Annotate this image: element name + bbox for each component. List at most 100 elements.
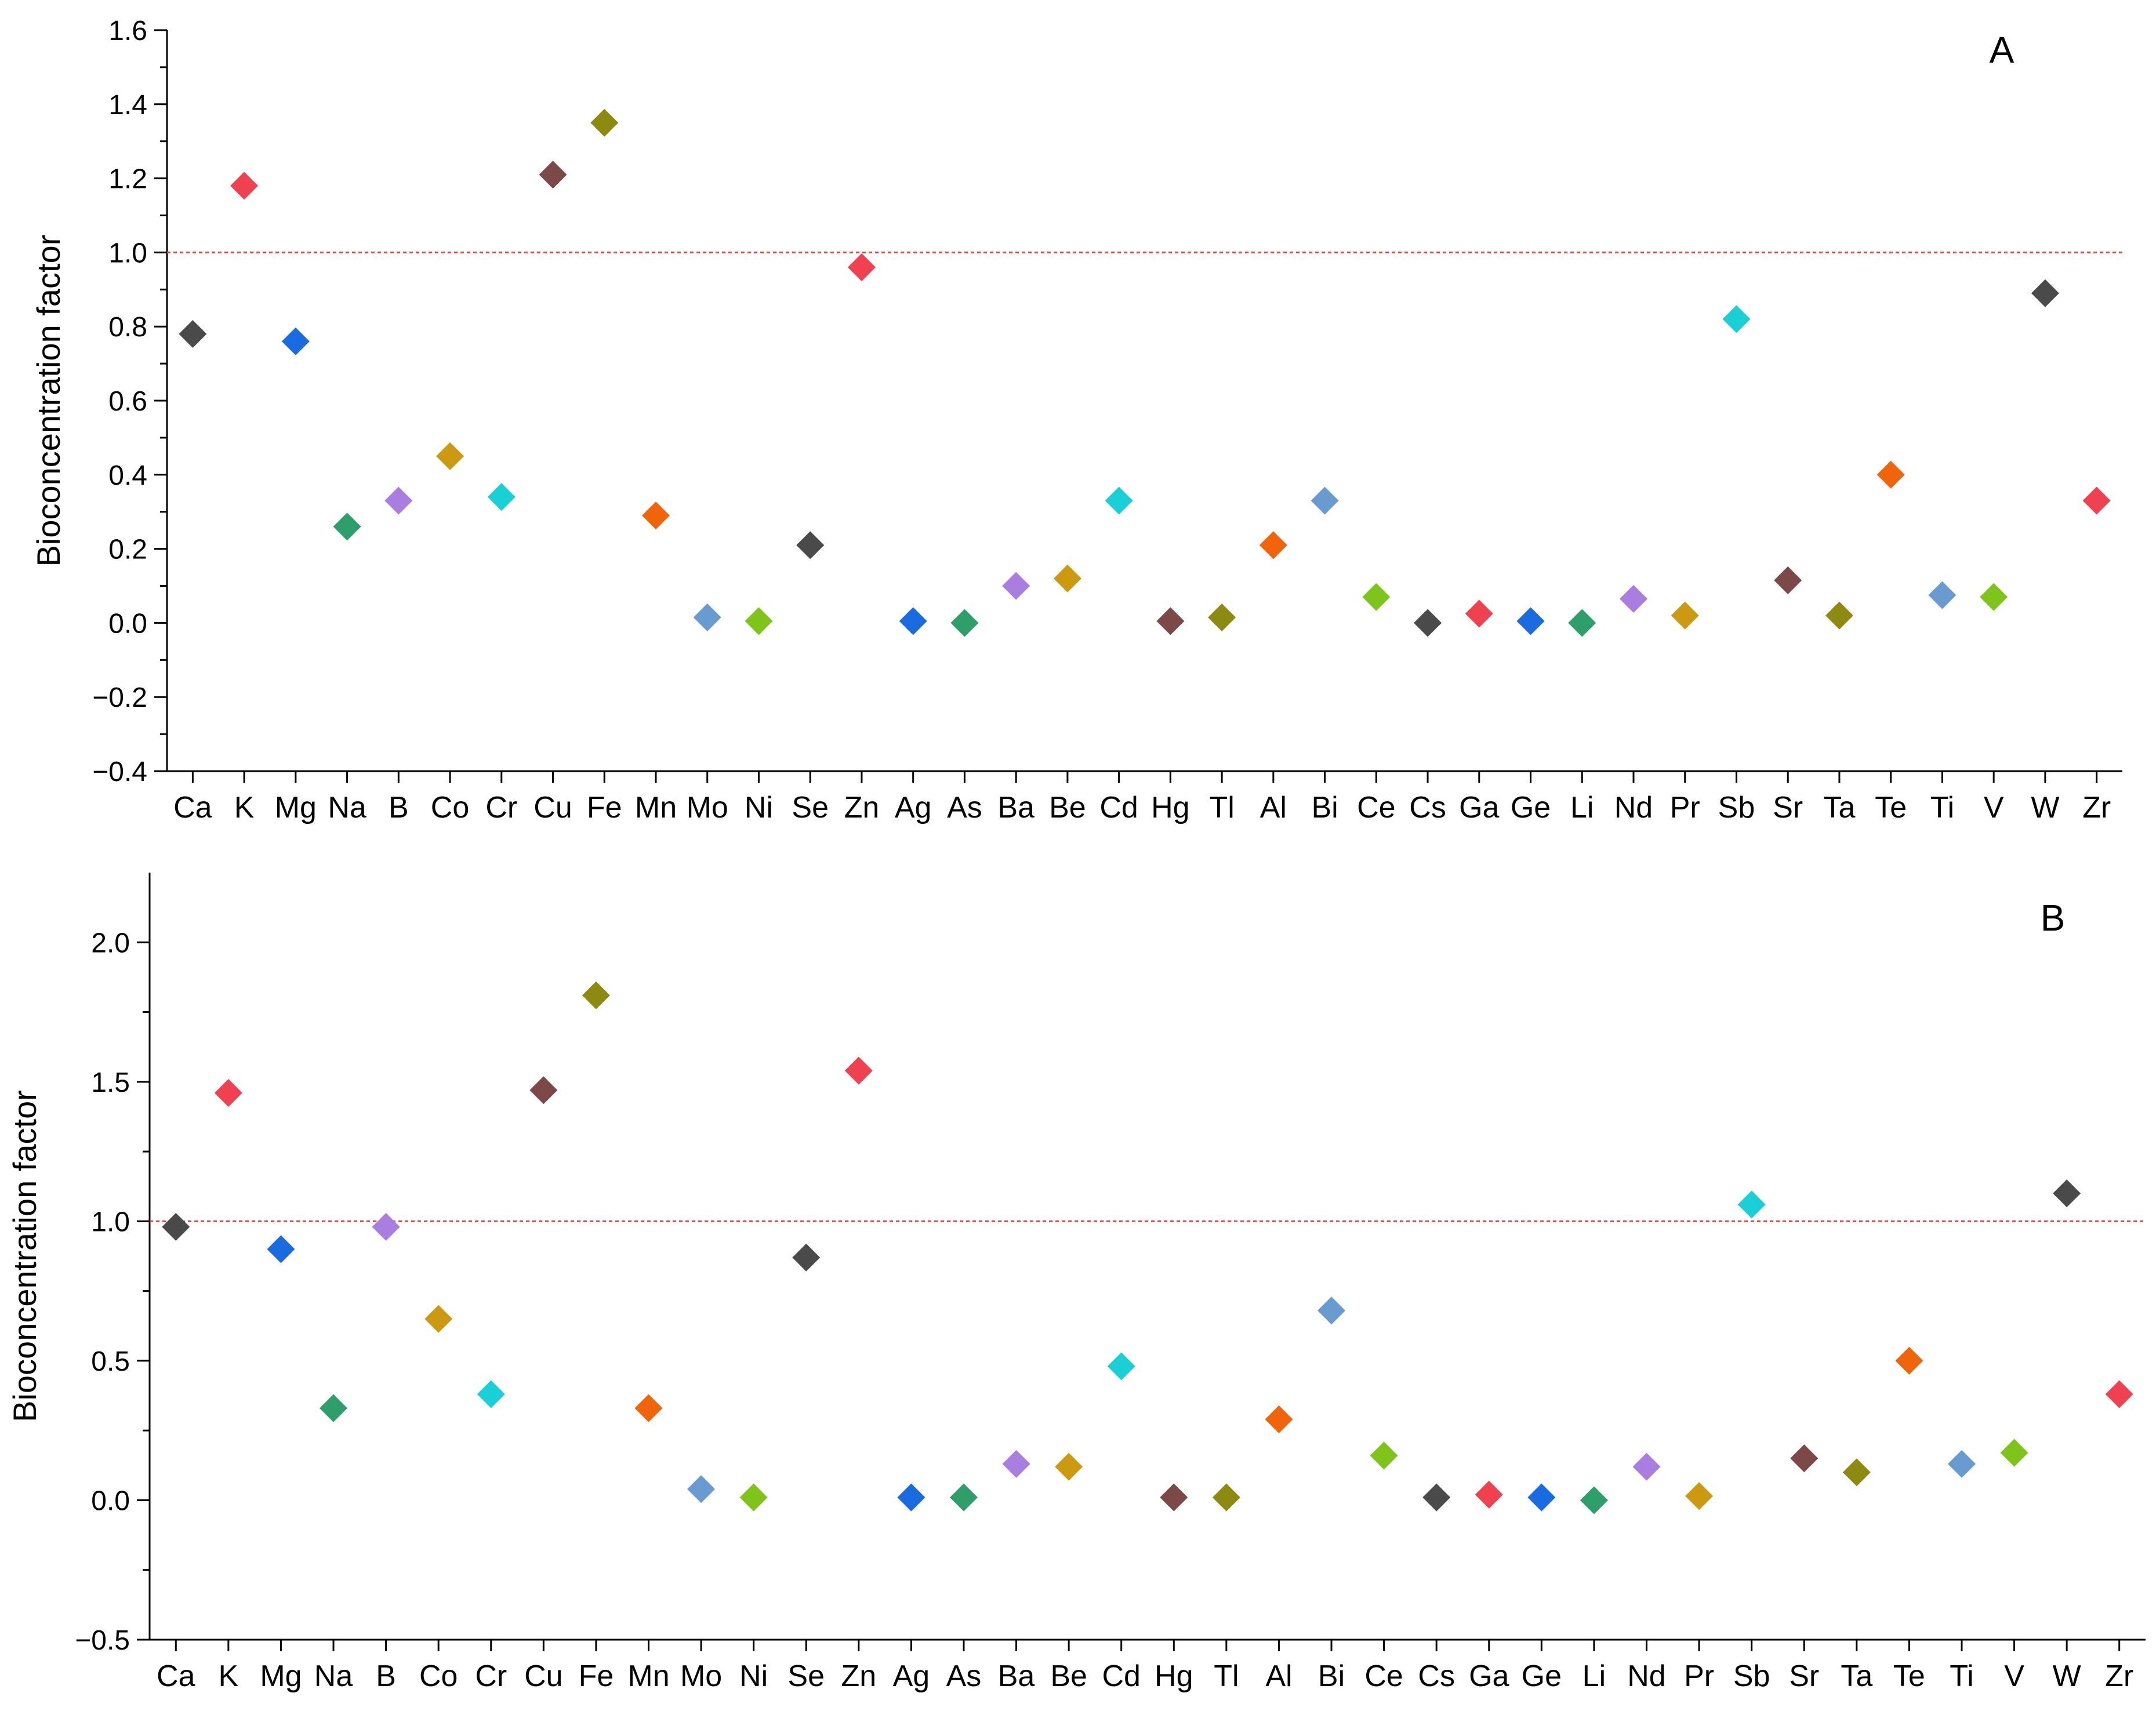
data-point-se (792, 1243, 821, 1272)
y-tick-label: 0.0 (91, 1485, 130, 1516)
x-tick-label-cd: Cd (1102, 1659, 1140, 1693)
data-point-zn (847, 253, 876, 281)
x-tick-label-se: Se (787, 1659, 825, 1693)
x-tick-label-bi: Bi (1311, 791, 1338, 824)
x-tick-label-ti: Ti (1930, 791, 1954, 824)
data-point-cu (529, 1076, 558, 1105)
x-tick-label-ag: Ag (893, 1659, 930, 1693)
data-point-ta (1842, 1458, 1871, 1487)
data-point-bi (1317, 1296, 1346, 1325)
x-tick-label-cs: Cs (1418, 1659, 1455, 1693)
data-point-ag (899, 607, 927, 635)
y-tick-label: 1.2 (108, 164, 147, 195)
data-point-be (1055, 1452, 1083, 1481)
y-tick-label: 1.4 (108, 90, 147, 121)
data-point-fe (582, 981, 610, 1009)
data-point-al (1259, 531, 1287, 560)
x-tick-label-w: W (2031, 791, 2059, 824)
data-point-mg (281, 327, 310, 355)
data-point-ca (162, 1212, 190, 1241)
x-tick-label-ti: Ti (1950, 1659, 1973, 1693)
panel-label: A (1990, 29, 2015, 71)
data-point-ge (1516, 607, 1545, 635)
x-tick-label-sr: Sr (1773, 791, 1803, 824)
y-tick-label: 0.0 (108, 608, 147, 639)
x-tick-label-k: K (234, 791, 255, 824)
data-point-w (2053, 1179, 2081, 1208)
data-point-tl (1208, 603, 1236, 631)
data-point-te (1895, 1346, 1923, 1375)
x-tick-label-mn: Mn (627, 1659, 669, 1693)
x-tick-label-te: Te (1875, 791, 1907, 824)
x-tick-label-mo: Mo (687, 791, 728, 824)
data-point-zr (2082, 486, 2111, 515)
x-tick-label-mg: Mg (260, 1659, 302, 1693)
data-point-bi (1311, 486, 1339, 515)
x-tick-label-tl: Tl (1209, 791, 1234, 824)
x-tick-label-ce: Ce (1364, 1659, 1403, 1693)
data-point-mn (634, 1394, 663, 1422)
data-point-cr (487, 483, 516, 511)
x-tick-label-ta: Ta (1823, 791, 1855, 824)
data-point-sb (1722, 305, 1751, 333)
data-point-sr (1790, 1444, 1819, 1473)
data-point-ni (739, 1483, 768, 1512)
x-tick-label-v: V (2004, 1659, 2024, 1693)
data-point-co (436, 442, 464, 470)
data-point-fe (590, 108, 619, 137)
x-tick-label-co: Co (419, 1659, 458, 1693)
x-tick-label-ca: Ca (173, 791, 212, 824)
x-tick-label-cd: Cd (1099, 791, 1138, 824)
x-tick-label-sb: Sb (1718, 791, 1755, 824)
data-point-pr (1685, 1482, 1714, 1510)
x-tick-label-ca: Ca (157, 1659, 195, 1693)
x-tick-label-nd: Nd (1627, 1659, 1665, 1693)
data-point-as (949, 1483, 978, 1512)
x-tick-label-ba: Ba (997, 791, 1035, 824)
x-tick-label-w: W (2053, 1659, 2081, 1693)
y-tick-label: 0.2 (108, 535, 147, 565)
x-tick-label-mg: Mg (275, 791, 317, 824)
x-tick-label-bi: Bi (1318, 1659, 1345, 1693)
y-axis-title: Bioconcentration factor (30, 235, 67, 567)
x-tick-label-na: Na (314, 1659, 353, 1693)
x-tick-label-sr: Sr (1789, 1659, 1819, 1693)
data-point-ga (1465, 600, 1493, 628)
data-point-cu (539, 161, 567, 189)
x-tick-label-hg: Hg (1151, 791, 1189, 824)
x-tick-label-b: B (376, 1659, 396, 1693)
x-tick-label-cr: Cr (475, 1659, 507, 1693)
x-tick-label-be: Be (1050, 1659, 1087, 1693)
x-tick-label-cu: Cu (533, 791, 572, 824)
x-tick-label-ba: Ba (998, 1659, 1035, 1693)
data-point-ni (745, 607, 773, 635)
data-point-na (333, 513, 361, 541)
x-tick-label-ge: Ge (1522, 1659, 1562, 1693)
data-point-as (950, 609, 979, 637)
data-point-cr (477, 1380, 505, 1408)
x-tick-label-fe: Fe (587, 791, 622, 824)
data-point-sb (1737, 1190, 1766, 1219)
data-point-hg (1160, 1483, 1188, 1512)
x-tick-label-ga: Ga (1469, 1659, 1509, 1693)
data-point-cs (1414, 609, 1442, 637)
x-tick-label-zn: Zn (841, 1659, 876, 1693)
x-tick-label-ce: Ce (1357, 791, 1395, 824)
data-point-sr (1774, 566, 1802, 594)
x-tick-label-se: Se (792, 791, 829, 824)
data-point-ti (1928, 581, 1957, 609)
y-tick-label: 1.0 (91, 1207, 130, 1237)
data-point-cs (1422, 1483, 1451, 1512)
y-axis-title: Bioconcentration factor (6, 1090, 43, 1422)
data-point-hg (1156, 607, 1185, 635)
x-tick-label-zn: Zn (844, 791, 880, 824)
y-tick-label: 1.6 (108, 16, 147, 46)
x-tick-label-fe: Fe (579, 1659, 614, 1693)
data-point-ga (1475, 1480, 1503, 1509)
y-tick-label: 0.5 (91, 1346, 130, 1377)
data-point-zn (844, 1056, 873, 1085)
x-tick-label-ga: Ga (1459, 791, 1499, 824)
data-point-se (796, 531, 825, 560)
